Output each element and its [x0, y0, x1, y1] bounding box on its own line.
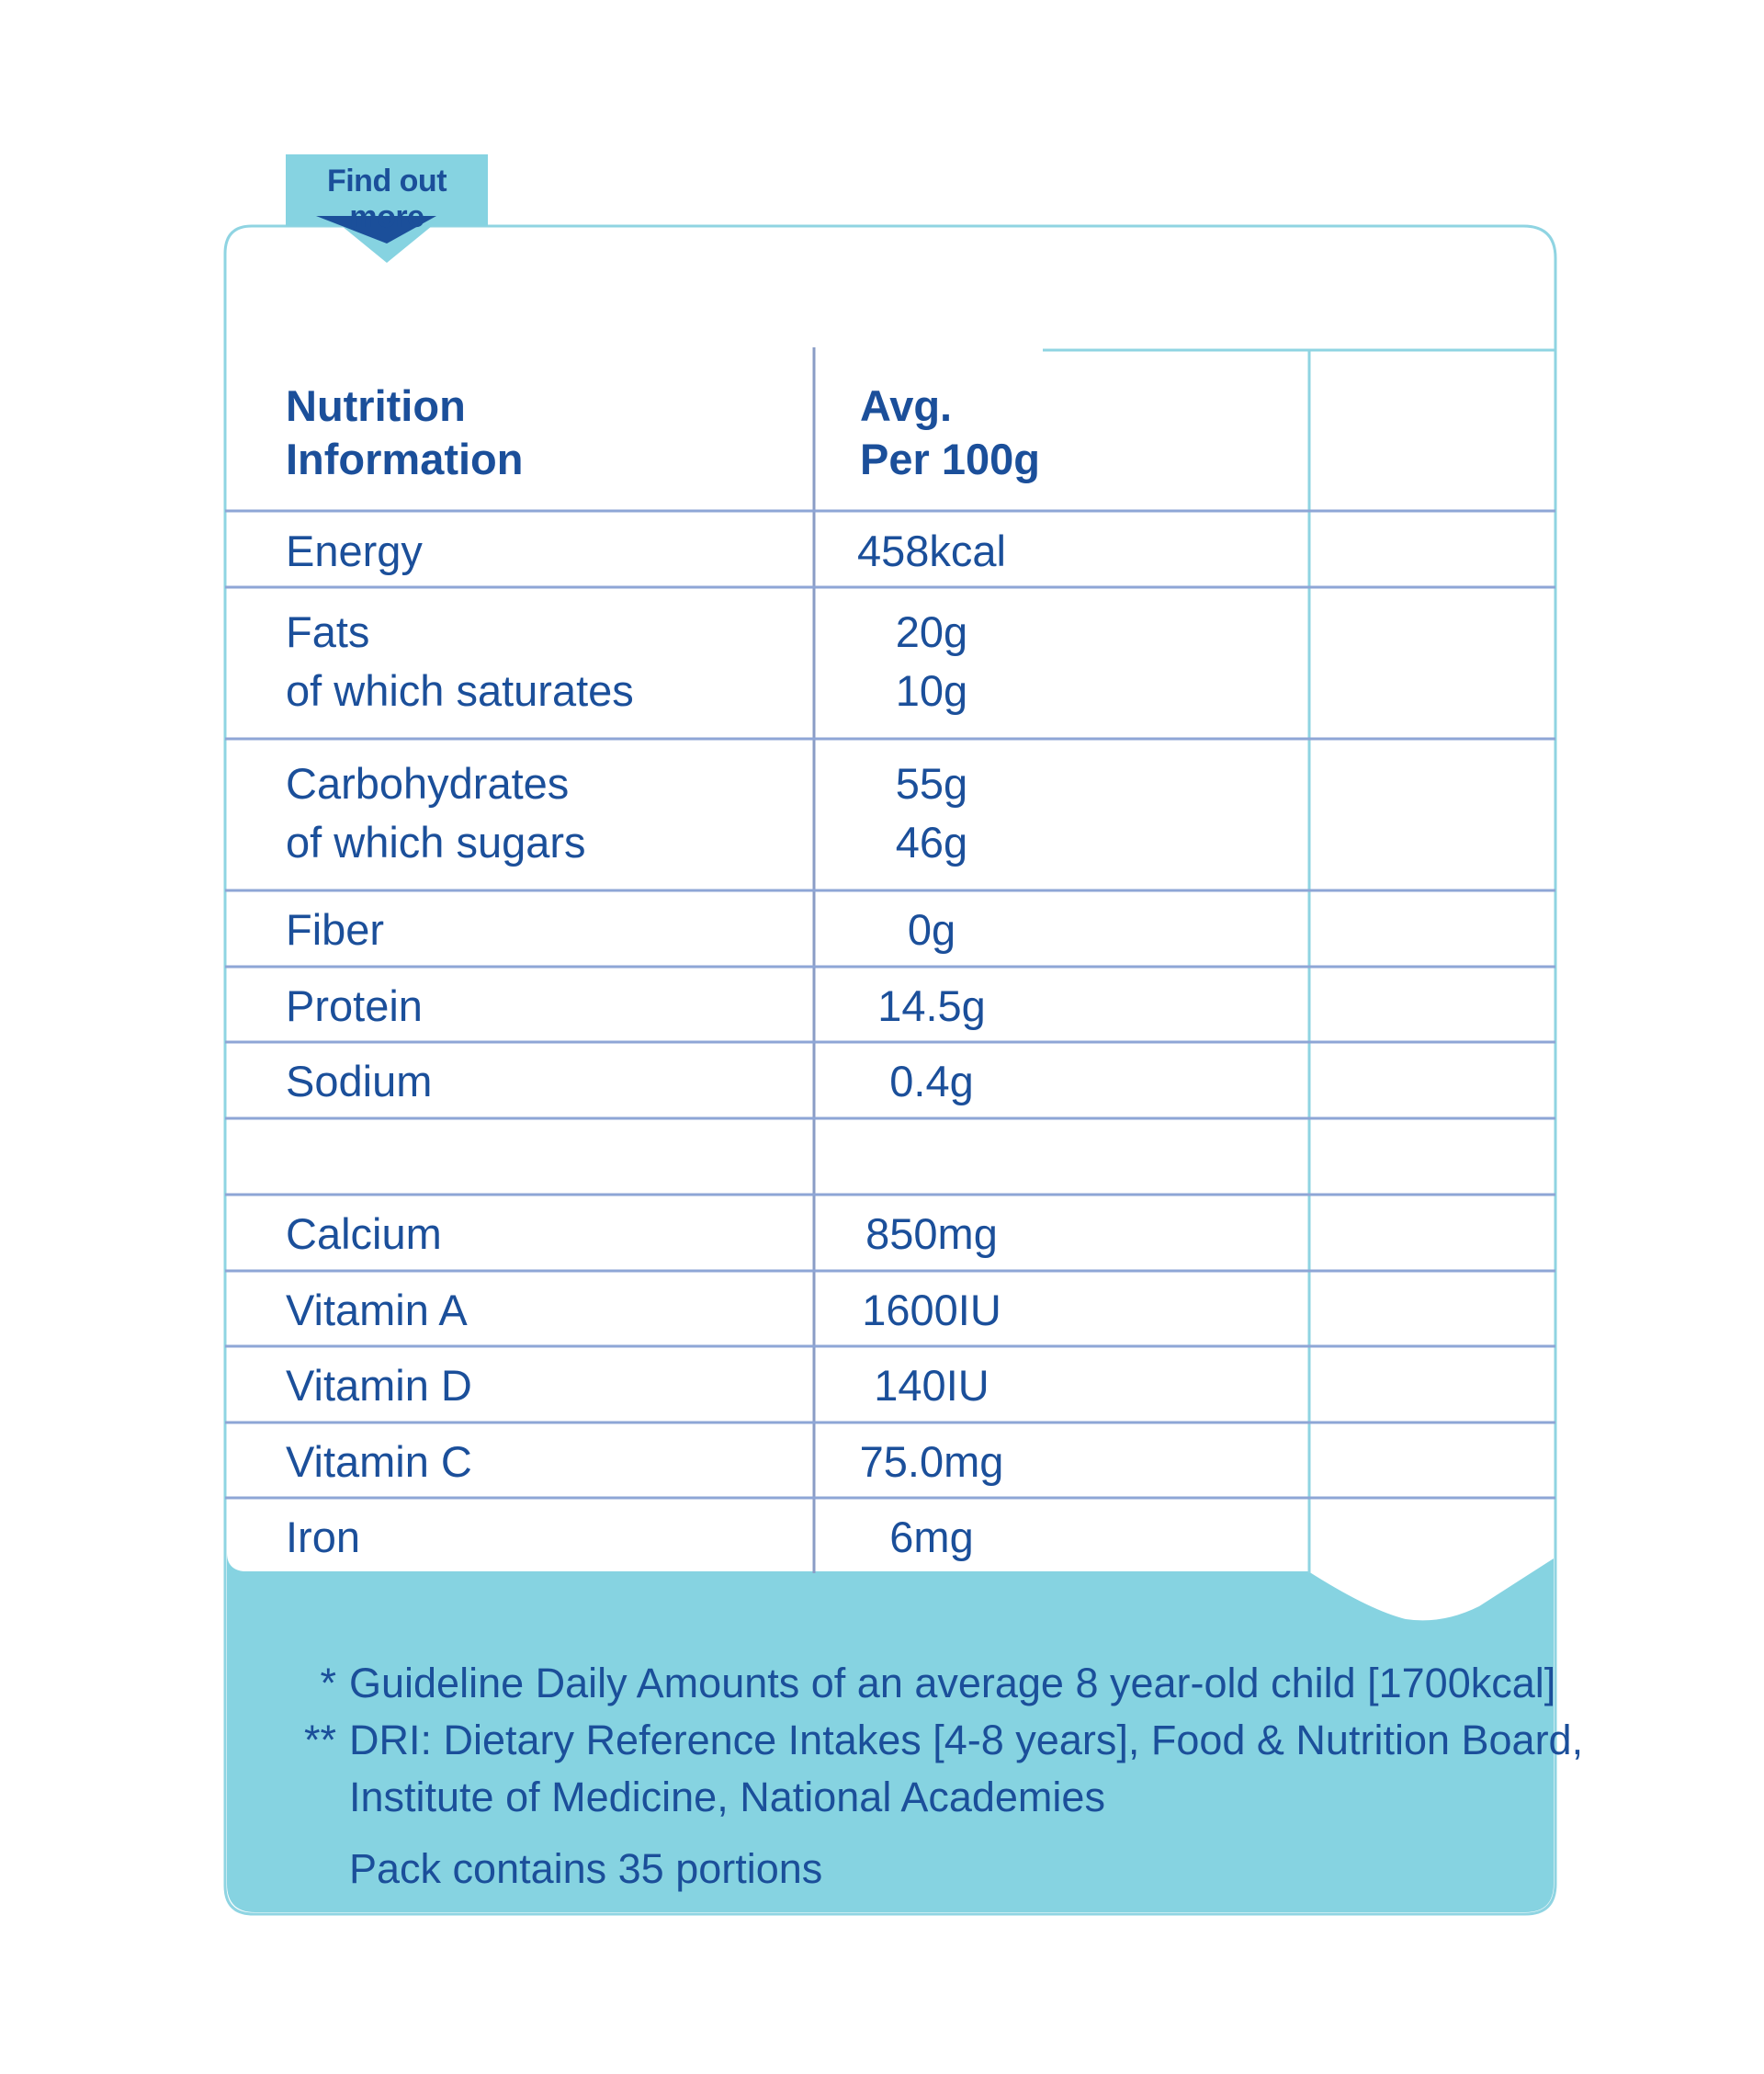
footnote-dri-line1: DRI: Dietary Reference Intakes [4-8 year…: [349, 1717, 1584, 1763]
value-protein: 14.5g: [877, 981, 986, 1030]
footnote-portions: Pack contains 35 portions: [349, 1845, 823, 1892]
value-fiber: 0g: [907, 905, 956, 954]
header-nutrition-information: Nutrition Information: [286, 381, 524, 483]
nutrient-vitamin-a: Vitamin A: [286, 1286, 468, 1334]
find-out-more-link[interactable]: Find out more: [326, 164, 447, 234]
value-carbohydrates: 55g 46g: [895, 759, 968, 867]
value-sodium: 0.4g: [889, 1057, 974, 1105]
value-fats: 20g 10g: [895, 607, 968, 715]
chevron-down-icon: [316, 216, 436, 244]
footnote-dri-marker: **: [303, 1717, 336, 1763]
nutrient-energy: Energy: [286, 527, 423, 575]
value-vitamin-d: 140IU: [874, 1361, 989, 1410]
footnote-dri-line2: Institute of Medicine, National Academie…: [349, 1774, 1105, 1820]
value-energy: 458kcal: [857, 527, 1006, 575]
nutrient-carbohydrates: Carbohydrates of which sugars: [286, 759, 586, 867]
row-lines: [225, 509, 1555, 1500]
nutrient-sodium: Sodium: [286, 1057, 433, 1105]
value-vitamin-a: 1600IU: [862, 1286, 1001, 1334]
nutrient-fats: Fats of which saturates: [286, 607, 634, 715]
footnote-gda: Guideline Daily Amounts of an average 8 …: [349, 1660, 1556, 1706]
value-iron: 6mg: [889, 1513, 974, 1561]
nutrient-fiber: Fiber: [286, 905, 385, 954]
value-calcium: 850mg: [865, 1209, 998, 1258]
header-avg-per-100g: Avg. Per 100g: [860, 381, 1040, 483]
card-border: [223, 224, 1557, 1916]
find-out-more-tab-bg: [286, 154, 488, 263]
nutrient-calcium: Calcium: [286, 1209, 442, 1258]
nutrient-vitamin-c: Vitamin C: [286, 1437, 472, 1486]
value-vitamin-c: 75.0mg: [859, 1437, 1004, 1486]
nutrient-vitamin-d: Vitamin D: [286, 1361, 472, 1410]
nutrient-iron: Iron: [286, 1513, 360, 1561]
footer-panel: [227, 1553, 1554, 1912]
footnote-gda-marker: *: [320, 1660, 336, 1706]
nutrient-protein: Protein: [286, 981, 423, 1030]
